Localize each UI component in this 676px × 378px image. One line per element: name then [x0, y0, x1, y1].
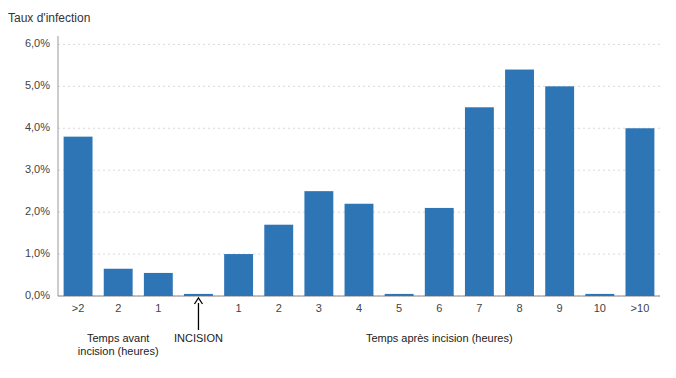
bars — [64, 70, 655, 296]
bar — [304, 191, 333, 296]
axes: 0,0% 1,0% 2,0% 3,0% 4,0% 5,0% 6,0% >2 2 1 1 2 3 4 5 6 7 8… — [25, 36, 660, 314]
x-tick-label: 6 — [436, 302, 442, 314]
x-tick-label: 1 — [155, 302, 161, 314]
annotation: Temps après incision (heures) — [366, 332, 513, 344]
grid-line — [58, 44, 660, 45]
annotation-arrowhead — [194, 298, 202, 304]
annotation: INCISION — [174, 332, 223, 344]
bar — [224, 254, 253, 296]
annotation: Temps avantincision (heures) — [78, 332, 159, 357]
y-tick-label: 3,0% — [25, 163, 50, 175]
y-tick-label: 1,0% — [25, 247, 50, 259]
bar — [505, 70, 534, 296]
chart: 0,0% 1,0% 2,0% 3,0% 4,0% 5,0% 6,0% >2 2 1 1 2 3 4 5 6 7 8… — [0, 0, 676, 378]
bar — [585, 294, 614, 296]
annotation-line: Temps avant — [87, 332, 149, 344]
y-tick-label: 6,0% — [25, 37, 50, 49]
bar — [264, 225, 293, 296]
bar — [545, 86, 574, 296]
x-tick-label: 8 — [516, 302, 522, 314]
x-tick-label: 1 — [236, 302, 242, 314]
bar — [144, 273, 173, 296]
annotations: Temps avantincision (heures) INCISION Temp… — [78, 298, 513, 357]
bar — [465, 107, 494, 296]
bar — [425, 208, 454, 296]
y-tick-label: 2,0% — [25, 205, 50, 217]
annotation-line: incision (heures) — [78, 345, 159, 357]
grid — [58, 44, 660, 296]
y-tick-label: 0,0% — [25, 289, 50, 301]
x-tick-label: >10 — [631, 302, 650, 314]
y-axis-label: Taux d'infection — [8, 11, 90, 25]
bar — [385, 294, 414, 296]
x-tick-label: 9 — [557, 302, 563, 314]
annotation-line: Temps après incision (heures) — [366, 332, 513, 344]
x-tick-label: 5 — [396, 302, 402, 314]
x-tick-label: 3 — [316, 302, 322, 314]
y-tick-label: 5,0% — [25, 79, 50, 91]
x-tick-label: 7 — [476, 302, 482, 314]
x-tick-label: 2 — [276, 302, 282, 314]
x-tick-label: 10 — [594, 302, 606, 314]
annotation-line: INCISION — [174, 332, 223, 344]
bar — [104, 269, 133, 296]
y-axis-line — [58, 36, 59, 296]
x-tick-label: >2 — [72, 302, 85, 314]
annotation-arrow — [198, 303, 199, 330]
bar — [625, 128, 654, 296]
chart-container: 0,0% 1,0% 2,0% 3,0% 4,0% 5,0% 6,0% >2 2 1 1 2 3 4 5 6 7 8… — [0, 0, 676, 378]
bar — [345, 204, 374, 296]
bar — [184, 294, 213, 296]
y-tick-label: 4,0% — [25, 121, 50, 133]
x-tick-label: 2 — [115, 302, 121, 314]
x-tick-label: 4 — [356, 302, 362, 314]
bar — [64, 137, 93, 296]
